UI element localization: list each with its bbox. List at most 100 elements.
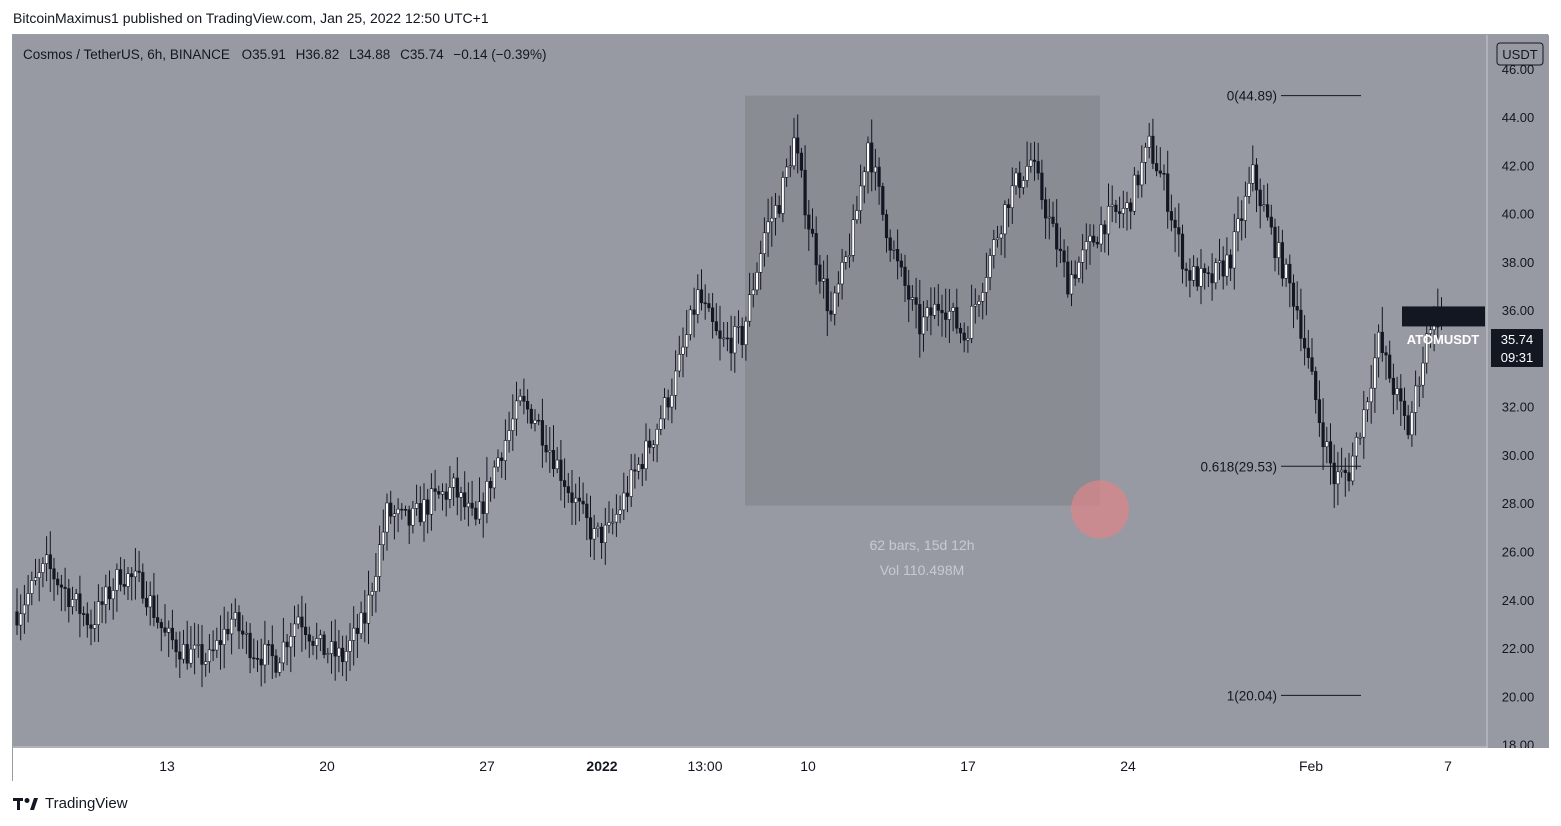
candle-body [463,492,467,508]
candle-body [1062,250,1066,263]
candle-body [1110,204,1114,207]
candle-body [381,531,385,545]
candle-body [792,137,796,167]
candle-body [1044,199,1048,219]
candle-body [670,395,674,408]
candle-body [992,239,996,256]
candle-body [1051,216,1055,224]
price-chart[interactable]: 0(44.89) 0.618(29.53) 1(20.04) 62 bars, 15… [13,35,1549,782]
candle-body [85,613,89,626]
candle-body [688,309,692,335]
candle-body [274,655,278,673]
candle-body [1073,274,1077,279]
candle-body [285,641,289,648]
candle-body [318,634,323,639]
candle-body [329,641,334,654]
candle-body [1377,331,1381,359]
candle-body [907,285,911,300]
candle-body [844,256,848,263]
current-price-tag[interactable]: ATOMUSDT 35.74 09:31 [1402,306,1543,367]
candle-body [1303,338,1307,349]
candle-body [248,632,252,659]
candle-body [559,459,563,481]
candle-body [59,584,63,588]
candle-body [100,601,104,605]
price-tick-label: 22.00 [1502,641,1535,656]
candle-body [1055,223,1059,250]
candle-body [1047,216,1051,219]
high-label: H [296,47,306,62]
change-value: −0.14 (−0.39%) [453,47,546,62]
candle-body [862,171,866,187]
candle-body [651,444,655,448]
candle-body [1088,235,1092,242]
price-tick-label: 42.00 [1502,158,1535,173]
candle-body [300,616,304,628]
candle-body [141,572,145,599]
candle-body [525,400,530,410]
candle-body [622,492,626,511]
candle-body [947,310,951,320]
candle-body [133,570,137,578]
price-tick-label: 40.00 [1502,207,1535,222]
candle-body [1103,224,1107,235]
candle-body [392,513,397,517]
candle-body [1317,399,1321,423]
candle-body [984,277,988,293]
candle-body [1373,357,1377,389]
candle-body [1066,261,1070,295]
candle-body [355,627,360,634]
candle-body [881,186,885,215]
candle-body [122,584,126,587]
candle-body [1310,357,1314,372]
close-label: C [400,47,410,62]
candle-body [540,420,544,446]
date-range-highlight-box[interactable] [745,95,1100,506]
candle-body [847,255,852,258]
candle-body [311,640,315,646]
candle-body [130,573,134,578]
candle-body [189,648,193,664]
candle-body [244,632,249,635]
candle-body [1081,249,1085,263]
candle-body [1014,172,1018,187]
candle-body [1340,469,1344,473]
candle-body [640,464,644,470]
candle-body [625,492,630,497]
price-tick-label: 30.00 [1502,448,1535,463]
candle-body [596,526,600,529]
price-tick-label: 44.00 [1502,110,1535,125]
candle-body [914,297,918,305]
symbol-name: Cosmos / TetherUS, 6h, BINANCE [23,47,230,62]
candle-body [981,292,985,302]
candle-body [611,521,615,524]
candle-body [1151,135,1155,164]
candle-body [481,501,485,514]
price-tick-label: 36.00 [1502,303,1535,318]
candle-body [1025,165,1029,181]
candle-body [599,526,604,543]
candle-body [41,563,45,573]
tradingview-footer[interactable]: TradingView [13,795,128,812]
candle-body [1069,274,1074,295]
candle-body [899,260,903,268]
candle-body [1203,268,1207,274]
candle-body [1158,170,1162,174]
candle-body [281,641,286,664]
fib-level-label: 1(20.04) [1227,688,1277,703]
candle-body [951,307,955,312]
candle-body [233,612,237,620]
candle-body [267,643,271,646]
candle-body [193,644,197,650]
candle-body [1321,422,1325,448]
candle-body [1221,260,1225,277]
candle-body [1362,409,1366,438]
candle-body [1251,164,1255,184]
candle-body [389,502,393,517]
currency-badge[interactable] [1496,42,1544,66]
close-value: 35.74 [410,47,444,62]
candle-body [1358,436,1362,439]
candle-body [1354,437,1358,457]
candle-body [1369,387,1373,403]
candle-body [1365,401,1370,411]
